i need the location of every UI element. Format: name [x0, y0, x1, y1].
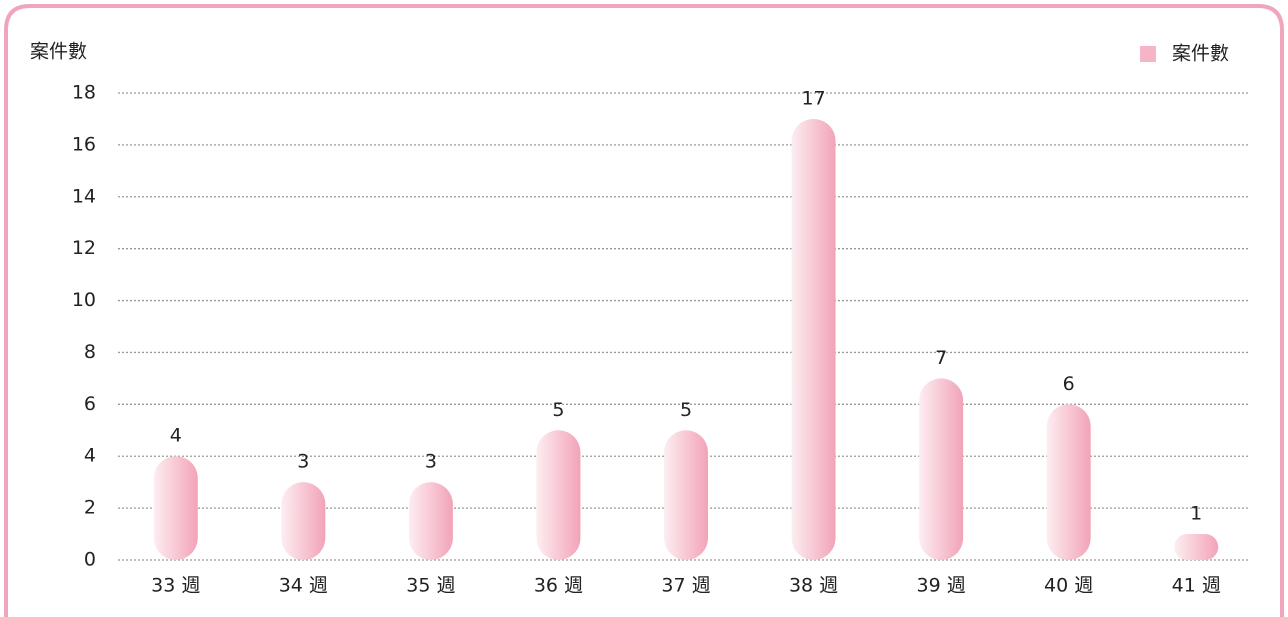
x-tick-label: 40 週	[1044, 575, 1093, 597]
value-label: 6	[1063, 373, 1075, 395]
frame	[4, 4, 1284, 617]
y-tick-label: 14	[72, 185, 96, 207]
value-label: 17	[801, 87, 825, 109]
bar	[664, 430, 708, 560]
y-tick-label: 2	[84, 497, 96, 519]
y-tick-label: 12	[72, 237, 96, 259]
value-label: 4	[170, 425, 182, 447]
x-tick-label: 38 週	[789, 575, 838, 597]
bar	[536, 430, 581, 560]
bar	[153, 456, 198, 560]
x-tick-label: 35 週	[406, 575, 455, 597]
y-tick-label: 16	[72, 133, 96, 155]
bar	[1174, 534, 1219, 560]
y-tick-label: 18	[72, 82, 96, 104]
y-tick-label: 6	[84, 393, 96, 415]
value-label: 5	[680, 399, 692, 421]
x-tick-label: 41 週	[1172, 575, 1221, 597]
legend-label: 案件數	[1172, 43, 1229, 65]
value-label: 1	[1190, 503, 1202, 525]
y-tick-label: 8	[84, 341, 96, 363]
x-tick-label: 39 週	[917, 575, 966, 597]
legend-swatch	[1140, 46, 1156, 62]
bar	[1046, 404, 1091, 560]
bar	[408, 482, 453, 560]
value-label: 3	[297, 451, 309, 473]
bar	[919, 378, 964, 560]
y-tick-label: 10	[72, 289, 96, 311]
x-tick-label: 36 週	[534, 575, 583, 597]
x-tick-label: 37 週	[661, 575, 710, 597]
y-tick-label: 0	[84, 549, 96, 571]
value-label: 3	[425, 451, 437, 473]
x-tick-label: 33 週	[151, 575, 200, 597]
y-axis-label: 案件數	[30, 41, 87, 63]
y-tick-label: 4	[84, 445, 96, 467]
value-label: 7	[935, 347, 947, 369]
value-label: 5	[552, 399, 564, 421]
bar	[791, 118, 836, 560]
bar	[281, 482, 326, 560]
x-tick-label: 34 週	[279, 575, 328, 597]
